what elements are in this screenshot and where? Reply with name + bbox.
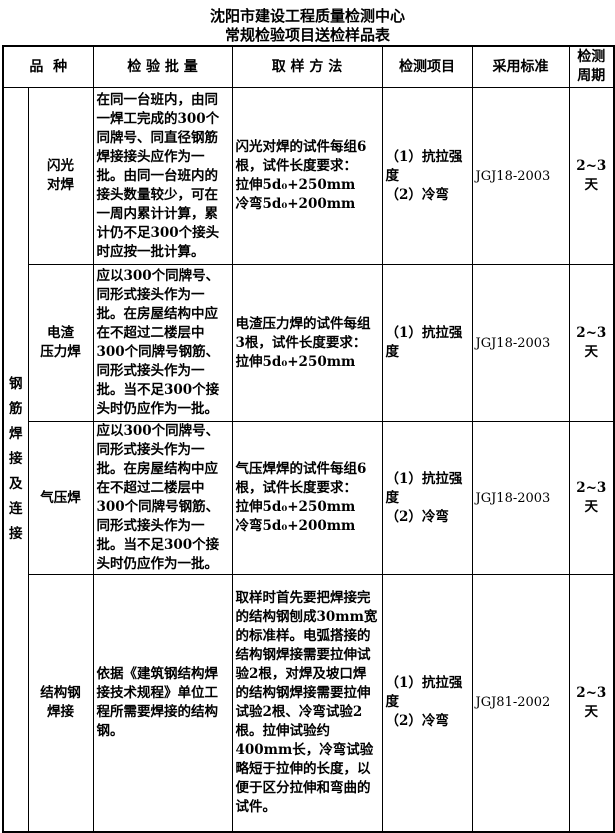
standard-cell: JGJ18-2003 [471,421,570,575]
variety-cell: 闪光 对焊 [27,87,94,265]
period-cell: 2~3 天 [568,87,615,265]
standard-cell: JGJ18-2003 [471,87,570,265]
period-cell: 2~3 天 [568,264,615,422]
table-row: 气压焊 应以300个同牌号、同形式接头作为一批。在房屋结构中应在不超过二楼层中3… [3,421,615,575]
batch-cell: 应以300个同牌号、同形式接头作为一批。在房屋结构中应在不超过二楼层中300个同… [92,421,233,575]
header-standard: 采用标准 [471,45,570,88]
variety-cell: 气压焊 [27,421,94,575]
header-sampling: 取 样 方 法 [231,45,383,88]
standard-cell: JGJ18-2003 [471,264,570,422]
document-subtitle: 常规检验项目送检样品表 [224,26,390,44]
sampling-cell: 电渣压力焊的试件每组3根，试件长度要求： 拉伸5d₀+250mm [231,264,383,422]
header-period: 检测 周期 [568,45,615,88]
period-cell: 2~3 天 [568,421,615,575]
sampling-cell: 取样时首先要把焊接完的结构钢刨成30mm宽的标准样。电弧搭接的结构钢焊接需要拉伸… [231,574,383,832]
table-row: 钢 筋 焊 接 及 连 接 闪光 对焊 在同一台班内，由同一焊工完成的300个同… [2,87,615,832]
items-cell: （1）抗拉强度 （2）冷弯 [381,574,473,832]
standard-cell: JGJ81-2002 [471,574,570,832]
sampling-cell: 闪光对焊的试件每组6根，试件长度要求： 拉伸5d₀+250mm 冷弯5d₀+20… [231,87,383,265]
table-row: 结构钢 焊接 依据《建筑钢结构焊接技术规程》单位工程所需要焊接的结构钢。 取样时… [3,574,615,832]
group-label: 钢 筋 焊 接 及 连 接 [2,87,29,832]
period-cell: 2~3 天 [568,574,615,832]
table-row: 电渣 压力焊 应以300个同牌号、同形式接头作为一批。在房屋结构中应在不超过二楼… [3,264,615,422]
items-cell: （1）抗拉强度 （2）冷弯 [381,87,473,265]
header-batch: 检 验 批 量 [92,45,233,88]
items-cell: （1）抗拉强度 [381,264,473,422]
sample-table: 品 种 检 验 批 量 取 样 方 法 检测项目 采用标准 检测 周期 钢 筋 … [2,45,615,833]
header-items: 检测项目 [381,45,473,88]
items-cell: （1）抗拉强度 （2）冷弯 [381,421,473,575]
header-row: 品 种 检 验 批 量 取 样 方 法 检测项目 采用标准 检测 周期 [2,45,615,88]
variety-cell: 结构钢 焊接 [27,574,94,832]
batch-cell: 应以300个同牌号、同形式接头作为一批。在房屋结构中应在不超过二楼层中300个同… [92,264,233,422]
batch-cell: 依据《建筑钢结构焊接技术规程》单位工程所需要焊接的结构钢。 [92,574,233,832]
variety-cell: 电渣 压力焊 [27,264,94,422]
header-variety: 品 种 [2,45,94,88]
sampling-cell: 气压焊焊的试件每组6根，试件长度要求： 拉伸5d₀+250mm 冷弯5d₀+20… [231,421,383,575]
document-title: 沈阳市建设工程质量检测中心 [209,7,405,25]
batch-cell: 在同一台班内，由同一焊工完成的300个同牌号、同直径钢筋焊接接头应作为一批。由同… [92,87,233,265]
